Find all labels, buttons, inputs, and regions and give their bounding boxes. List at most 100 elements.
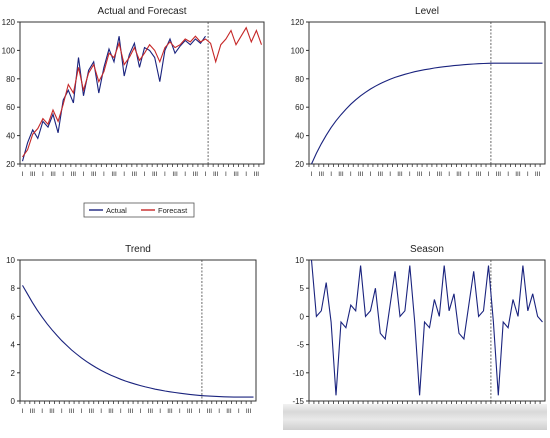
x-tick-label: I	[100, 408, 102, 415]
x-tick-label: I	[144, 171, 146, 178]
legend: Actual Forecast	[84, 203, 194, 217]
x-tick-label: III	[193, 171, 199, 178]
x-tick-label: III	[254, 171, 260, 178]
x-tick-label: I	[123, 171, 125, 178]
x-tick-label: III	[338, 171, 344, 178]
x-tick-label: I	[330, 171, 332, 178]
x-tick-label: I	[41, 408, 43, 415]
y-tick-label: 80	[295, 75, 304, 84]
x-tick-label: I	[83, 171, 85, 178]
x-tick-label: III	[132, 171, 138, 178]
x-tick-label: I	[468, 171, 470, 178]
x-tick-label: I	[527, 171, 529, 178]
x-tick-label: III	[30, 408, 36, 415]
x-tick-label: III	[91, 171, 97, 178]
y-tick-label: 4	[11, 341, 16, 350]
x-tick-label: III	[49, 408, 55, 415]
x-tick-label: I	[218, 408, 220, 415]
y-tick-label: 100	[291, 46, 305, 55]
x-tick-label: III	[496, 171, 502, 178]
y-tick-label: 100	[2, 46, 16, 55]
x-tick-label: I	[311, 171, 313, 178]
x-tick-label: III	[226, 408, 232, 415]
y-tick-label: 20	[6, 160, 15, 169]
x-tick-label: III	[30, 171, 36, 178]
x-tick-label: III	[319, 171, 325, 178]
chart-title: Actual and Forecast	[98, 6, 187, 17]
x-tick-label: III	[167, 408, 173, 415]
x-tick-label: III	[108, 408, 114, 415]
chart-title: Season	[410, 244, 444, 255]
x-tick-label: III	[417, 171, 423, 178]
x-tick-label: I	[22, 171, 24, 178]
x-tick-label: III	[111, 171, 117, 178]
x-tick-label: I	[409, 171, 411, 178]
x-tick-label: I	[507, 171, 509, 178]
x-tick-label: III	[148, 408, 154, 415]
y-tick-label: 0	[11, 397, 16, 406]
chart-title: Level	[415, 6, 439, 17]
x-tick-label: I	[159, 408, 161, 415]
bottom-border-strip	[283, 404, 547, 430]
y-tick-label: 80	[6, 75, 15, 84]
y-tick-label: 40	[295, 132, 304, 141]
x-tick-label: I	[350, 171, 352, 178]
y-tick-label: 120	[2, 18, 16, 27]
y-tick-label: 40	[6, 132, 15, 141]
x-tick-label: I	[179, 408, 181, 415]
x-tick-label: III	[476, 171, 482, 178]
x-tick-label: III	[515, 171, 521, 178]
x-tick-label: III	[535, 171, 541, 178]
y-tick-label: 0	[300, 312, 305, 321]
x-tick-label: III	[89, 408, 95, 415]
x-tick-label: III	[456, 171, 462, 178]
x-tick-label: III	[437, 171, 443, 178]
x-tick-label: III	[172, 171, 178, 178]
x-tick-label: III	[233, 171, 239, 178]
y-tick-label: 8	[11, 284, 16, 293]
y-tick-label: 60	[295, 103, 304, 112]
x-tick-label: III	[213, 171, 219, 178]
x-tick-label: I	[120, 408, 122, 415]
y-tick-label: 120	[291, 18, 305, 27]
legend-label-forecast: Forecast	[158, 206, 188, 215]
x-tick-label: I	[225, 171, 227, 178]
x-tick-label: I	[245, 171, 247, 178]
x-tick-label: III	[69, 408, 75, 415]
x-tick-label: I	[81, 408, 83, 415]
y-tick-label: 60	[6, 103, 15, 112]
x-tick-label: I	[205, 171, 207, 178]
x-tick-label: III	[152, 171, 158, 178]
x-tick-label: III	[187, 408, 193, 415]
x-tick-label: III	[358, 171, 364, 178]
x-tick-label: I	[448, 171, 450, 178]
x-tick-label: I	[370, 171, 372, 178]
x-tick-label: III	[207, 408, 213, 415]
y-tick-label: 2	[11, 369, 16, 378]
y-tick-label: -5	[297, 341, 305, 350]
x-tick-label: I	[238, 408, 240, 415]
y-tick-label: -10	[292, 369, 304, 378]
x-tick-label: I	[42, 171, 44, 178]
y-tick-label: 10	[295, 256, 304, 265]
x-tick-label: III	[378, 171, 384, 178]
x-tick-label: I	[184, 171, 186, 178]
x-tick-label: I	[61, 408, 63, 415]
x-tick-label: I	[164, 171, 166, 178]
x-tick-label: I	[103, 171, 105, 178]
x-tick-label: I	[140, 408, 142, 415]
y-tick-label: 20	[295, 160, 304, 169]
x-tick-label: I	[488, 171, 490, 178]
chart-title: Trend	[125, 244, 151, 255]
x-tick-label: III	[397, 171, 403, 178]
x-tick-label: I	[429, 171, 431, 178]
y-tick-label: 5	[300, 284, 305, 293]
y-tick-label: 10	[6, 256, 15, 265]
x-tick-label: I	[62, 171, 64, 178]
x-tick-label: III	[50, 171, 56, 178]
x-tick-label: III	[71, 171, 77, 178]
legend-label-actual: Actual	[106, 206, 127, 215]
x-tick-label: I	[22, 408, 24, 415]
